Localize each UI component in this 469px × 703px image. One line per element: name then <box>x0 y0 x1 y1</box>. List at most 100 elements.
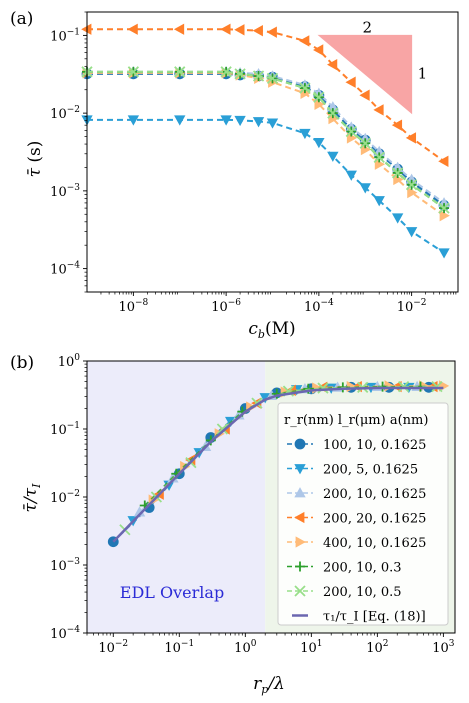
data-point-series-4 <box>299 35 310 47</box>
data-point-series-2 <box>405 227 418 238</box>
panel-b: (b) EDL Overlap 10−2 10−1 100 101 102 103 10−4 1… <box>10 353 456 696</box>
panel-b-y-axis-label: τ̄/τI <box>21 483 43 513</box>
legend-label-6: 200, 10, 0.3 <box>323 561 402 576</box>
slope-triangle <box>317 34 413 115</box>
data-point-series-7 <box>252 70 265 82</box>
data-point-series-4 <box>359 89 370 101</box>
legend-label-4: 200, 20, 0.1625 <box>323 512 426 527</box>
panel-b-label: (b) <box>10 353 34 373</box>
data-point-series-2 <box>391 213 404 224</box>
x-tick-label: 10−4 <box>304 298 334 315</box>
legend-label-8: τ₁/τ_I [Eq. (18)] <box>323 610 426 625</box>
data-point-series-7 <box>127 66 140 78</box>
legend-label-7: 200, 10, 0.5 <box>323 585 402 600</box>
y-tick-label: 10−2 <box>50 489 80 506</box>
y-tick-label: 10−4 <box>50 625 80 642</box>
data-point-series-4 <box>127 23 138 35</box>
data-point-series-2 <box>299 128 311 140</box>
data-point-series-2 <box>438 248 450 259</box>
data-point-series-4 <box>173 23 185 35</box>
x-tick-label: 103 <box>432 639 455 656</box>
legend-label-5: 400, 10, 0.1625 <box>323 536 426 551</box>
y-tick-label: 10−4 <box>50 261 80 278</box>
x-tick-label: 10−1 <box>164 639 194 656</box>
x-tick-label: 10−6 <box>211 298 241 315</box>
legend-header: r_r(nm) l_r(μm) a(nm) <box>284 413 428 428</box>
data-point-series-7 <box>174 66 186 78</box>
theory-curve <box>112 386 444 543</box>
data-point-series-7 <box>313 91 325 103</box>
x-tick-label: 10−2 <box>98 639 128 656</box>
panel-b-plot-area: EDL Overlap 10−2 10−1 100 101 102 103 10−4 10−3 1… <box>50 353 456 656</box>
series-line-2 <box>87 118 445 254</box>
data-point-series-7 <box>299 82 311 94</box>
y-tick-label: 10−1 <box>50 421 80 438</box>
data-point-series-4 <box>234 24 245 36</box>
y-tick-label: 10−3 <box>50 183 80 200</box>
data-point-series-4 <box>373 104 384 116</box>
panel-a-plot-area: 2 1 10−8 10−6 10−4 10−2 10−4 10−3 10−2 10−1 <box>50 11 459 315</box>
series-line-7 <box>87 70 445 209</box>
x-tick-label: 10−2 <box>397 298 427 315</box>
data-point-series-7 <box>220 66 232 78</box>
data-point-series-2 <box>313 138 325 149</box>
slope-triangle-side-label: 1 <box>418 64 428 82</box>
x-tick-label: 102 <box>366 639 388 656</box>
data-point-series-7 <box>373 151 385 163</box>
data-point-series-2 <box>127 115 140 126</box>
x-tick-label: 10−8 <box>118 298 148 315</box>
data-point-series-4 <box>345 76 356 88</box>
data-point-series-2 <box>345 170 357 181</box>
data-point-series-5 <box>407 186 418 199</box>
data-point-series-7 <box>317 382 329 394</box>
data-point-series-2 <box>252 117 265 128</box>
panel-b-x-axis-label: rp/λ <box>253 674 285 696</box>
slope-triangle-top-label: 2 <box>362 18 372 36</box>
data-point-series-7 <box>327 107 339 119</box>
y-tick-label: 10−3 <box>50 557 80 574</box>
region-1 <box>87 361 266 633</box>
series-line-4 <box>87 28 445 163</box>
data-point-series-2 <box>373 196 385 207</box>
data-point-series-7 <box>392 167 404 179</box>
data-point-series-4 <box>438 155 449 167</box>
data-point-series-2 <box>266 118 279 129</box>
data-point-series-2 <box>220 115 232 126</box>
data-point-series-7 <box>345 125 357 138</box>
y-tick-label: 10−1 <box>50 27 80 44</box>
y-tick-label: 100 <box>58 353 81 370</box>
data-point-series-4 <box>327 59 338 71</box>
panel-a-label: (a) <box>10 9 33 29</box>
x-tick-label: 100 <box>234 639 257 656</box>
edl-overlap-label: EDL Overlap <box>120 583 224 602</box>
data-point-series-7 <box>397 380 410 393</box>
data-point-series-2 <box>327 151 339 162</box>
legend-label-1: 100, 10, 0.1625 <box>323 438 426 453</box>
data-point-series-4 <box>405 132 417 144</box>
data-point-series-4 <box>391 119 403 131</box>
data-point-series-7 <box>431 380 443 393</box>
data-point-series-7 <box>266 72 279 85</box>
x-tick-label: 101 <box>300 639 322 656</box>
data-point-series-7 <box>216 423 229 435</box>
data-point-series-2 <box>174 115 186 126</box>
data-point-series-2 <box>359 183 371 194</box>
panel-a-y-axis-label: τ̄ (s) <box>25 141 45 178</box>
legend-label-2: 200, 5, 0.1625 <box>323 463 418 478</box>
panel-a-x-axis-label: cb(M) <box>248 319 295 341</box>
data-point-series-4 <box>266 26 277 38</box>
data-point-series-4 <box>220 23 231 35</box>
data-point-series-5 <box>439 209 450 222</box>
series-line-5 <box>87 71 445 217</box>
y-tick-label: 10−2 <box>50 105 80 122</box>
data-point-series-2 <box>234 115 246 127</box>
data-point-series-4 <box>252 25 263 37</box>
legend-label-3: 200, 10, 0.1625 <box>323 487 426 502</box>
axes-frame <box>86 11 459 293</box>
legend-box <box>277 402 449 626</box>
data-point-series-7 <box>405 179 418 191</box>
data-point-series-7 <box>234 68 246 80</box>
data-point-series-7 <box>438 202 450 214</box>
series-line-1 <box>87 72 445 207</box>
